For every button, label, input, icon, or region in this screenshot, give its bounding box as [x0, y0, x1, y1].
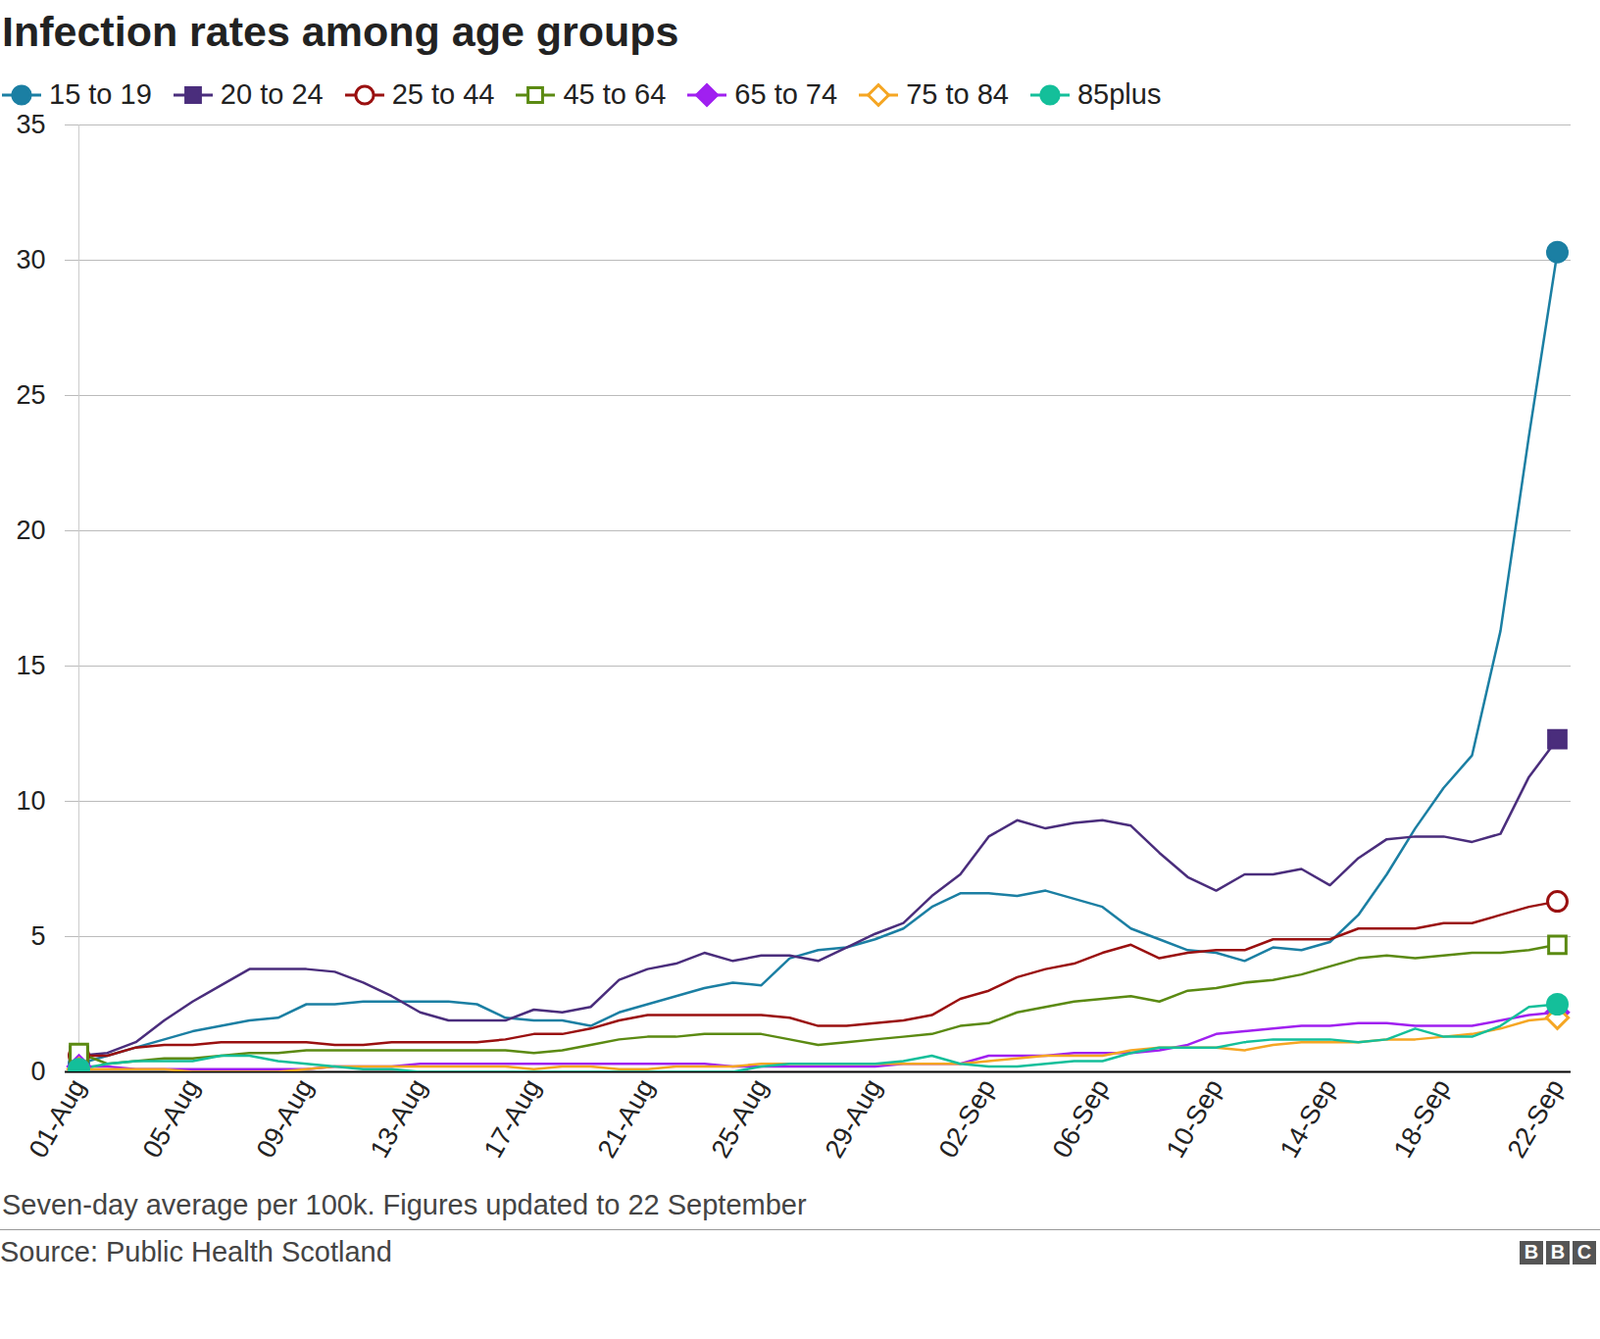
svg-text:09-Aug: 09-Aug: [250, 1074, 320, 1163]
svg-text:02-Sep: 02-Sep: [933, 1074, 1002, 1163]
svg-text:14-Sep: 14-Sep: [1274, 1074, 1344, 1163]
svg-text:20: 20: [15, 515, 46, 546]
svg-text:21-Aug: 21-Aug: [592, 1074, 661, 1163]
html-text:25 to 44: 25 to 44: [391, 78, 495, 110]
html-text:C: C: [1577, 1241, 1592, 1263]
svg-text:29-Aug: 29-Aug: [819, 1074, 889, 1163]
svg-text:22-Sep: 22-Sep: [1501, 1074, 1571, 1163]
svg-text:10-Sep: 10-Sep: [1160, 1074, 1230, 1163]
svg-text:13-Aug: 13-Aug: [364, 1074, 434, 1163]
svg-text:01-Aug: 01-Aug: [23, 1074, 93, 1163]
svg-text:18-Sep: 18-Sep: [1388, 1074, 1457, 1163]
html-text:B: B: [1550, 1241, 1565, 1263]
html-text:65 to 74: 65 to 74: [734, 78, 838, 110]
html-text:Source: Public Health Scotland: Source: Public Health Scotland: [0, 1236, 392, 1268]
html-text:Seven-day average per 100k. Fi: Seven-day average per 100k. Figures upda…: [1, 1189, 807, 1221]
html-text:B: B: [1524, 1241, 1539, 1263]
html-text:75 to 84: 75 to 84: [905, 78, 1009, 110]
svg-text:05-Aug: 05-Aug: [137, 1074, 206, 1163]
html-text:85plus: 85plus: [1077, 78, 1162, 110]
svg-text:25-Aug: 25-Aug: [705, 1074, 775, 1163]
svg-text:06-Sep: 06-Sep: [1047, 1074, 1116, 1163]
svg-text:17-Aug: 17-Aug: [478, 1074, 548, 1163]
svg-text:25: 25: [15, 380, 46, 410]
html-text:15 to 19: 15 to 19: [49, 78, 152, 110]
svg-text:35: 35: [15, 109, 46, 140]
svg-text:10: 10: [15, 786, 46, 816]
html-text:45 to 64: 45 to 64: [563, 78, 666, 110]
html-text:20 to 24: 20 to 24: [220, 78, 324, 110]
html-text:Infection rates among age grou: Infection rates among age groups: [1, 7, 679, 55]
svg-text:5: 5: [30, 921, 46, 951]
svg-text:30: 30: [15, 245, 46, 275]
svg-text:0: 0: [30, 1056, 46, 1087]
svg-text:15: 15: [15, 650, 46, 681]
